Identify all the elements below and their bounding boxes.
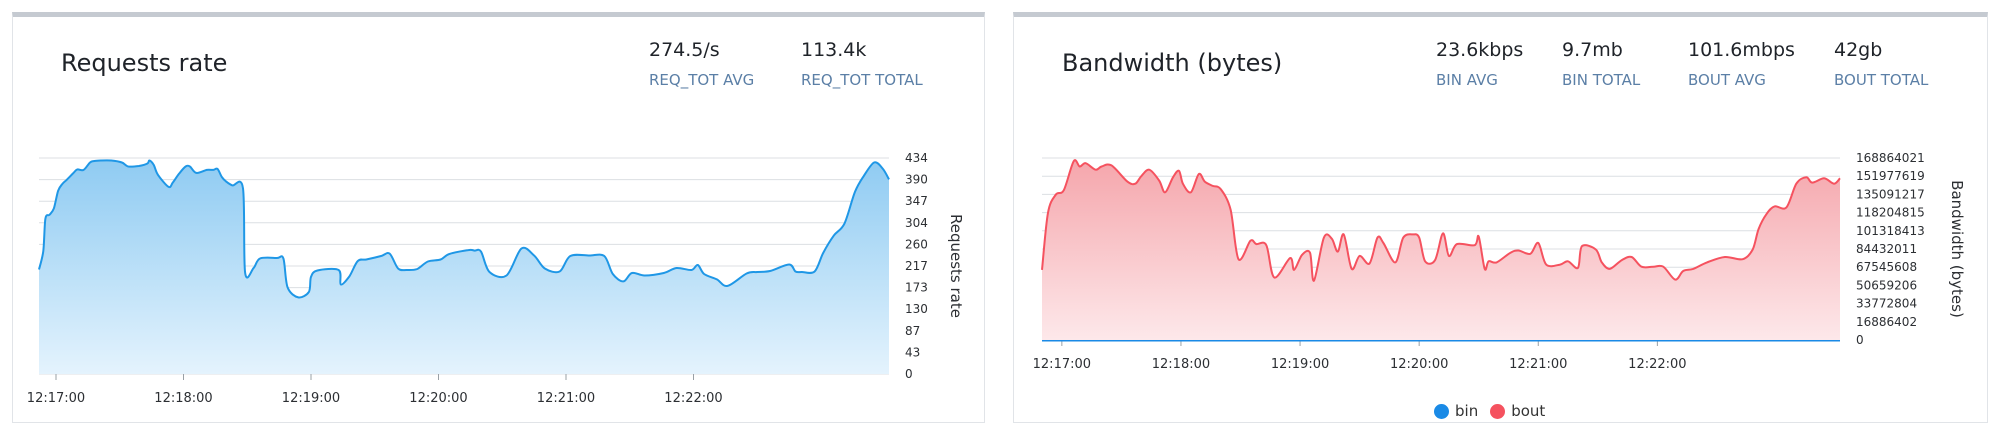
legend-label: bin: [1455, 402, 1479, 420]
x-tick-label: 12:17:00: [27, 391, 85, 406]
x-tick-label: 12:21:00: [1509, 357, 1567, 372]
bandwidth-panel: Bandwidth (bytes) 23.6kbps BIN AVG 9.7mb…: [1013, 12, 1988, 423]
stat-label: BIN TOTAL: [1562, 71, 1641, 89]
x-tick-label: 12:17:00: [1033, 357, 1091, 372]
x-tick-label: 12:21:00: [537, 391, 595, 406]
y-tick-label: 151977619: [1856, 169, 1925, 183]
bandwidth-chart: 168864021 151977619 135091217 118204815 1013…: [1033, 151, 1966, 372]
y-tick-label: 168864021: [1856, 151, 1925, 165]
y-tick-label: 87: [905, 324, 920, 338]
x-tick-label: 12:20:00: [409, 391, 467, 406]
x-tick-label: 12:19:00: [1271, 357, 1329, 372]
stat-value: 101.6mbps: [1688, 39, 1795, 61]
y-tick-label: 260: [905, 237, 928, 251]
x-tick-label: 12:18:00: [154, 391, 212, 406]
y-tick-label: 43: [905, 345, 920, 359]
y-tick-label: 118204815: [1856, 206, 1925, 220]
y-tick-label: 173: [905, 281, 928, 295]
stat-label: REQ_TOT AVG: [649, 71, 755, 89]
stat-label: BIN AVG: [1436, 71, 1498, 89]
y-axis-title: Requests rate: [947, 214, 965, 318]
y-tick-label: 0: [1856, 333, 1864, 347]
y-tick-label: 84432011: [1856, 242, 1917, 256]
y-tick-label: 390: [905, 173, 928, 187]
y-tick-label: 67545608: [1856, 260, 1917, 274]
y-tick-label: 304: [905, 216, 928, 230]
stat-bout-total: 42gb BOUT TOTAL: [1834, 39, 1928, 89]
y-tick-label: 347: [905, 194, 928, 208]
series-area-bout: [1042, 160, 1840, 340]
legend-swatch: [1490, 403, 1506, 419]
stat-label: REQ_TOT TOTAL: [801, 71, 923, 89]
stat-req-tot-avg: 274.5/s REQ_TOT AVG: [649, 39, 754, 89]
stat-bout-avg: 101.6mbps BOUT AVG: [1688, 39, 1795, 89]
stat-label: BOUT AVG: [1688, 71, 1766, 89]
y-tick-label: 434: [905, 151, 928, 165]
x-tick-label: 12:18:00: [1152, 357, 1210, 372]
y-tick-label: 33772804: [1856, 297, 1917, 311]
legend-swatch: [1434, 403, 1449, 419]
y-tick-label: 101318413: [1856, 224, 1925, 238]
stat-bin-total: 9.7mb BIN TOTAL: [1562, 39, 1640, 89]
series-area-main: [39, 160, 889, 374]
x-tick-label: 12:20:00: [1390, 357, 1448, 372]
legend-item-bout[interactable]: bout: [1490, 402, 1545, 420]
requests-rate-panel: Requests rate 274.5/s REQ_TOT AVG 113.4k…: [12, 12, 985, 423]
stat-bin-avg: 23.6kbps BIN AVG: [1436, 39, 1523, 89]
panel-title: Requests rate: [61, 49, 228, 77]
legend-item-bin[interactable]: bin: [1434, 402, 1478, 420]
stat-req-tot-total: 113.4k REQ_TOT TOTAL: [801, 39, 923, 89]
series-line-bout: [1041, 159, 1841, 282]
y-tick-label: 135091217: [1856, 187, 1925, 201]
panel-title: Bandwidth (bytes): [1062, 49, 1283, 77]
stat-value: 23.6kbps: [1436, 39, 1524, 61]
requests-rate-chart: 434 390 347 304 260 217 173 130 87 43 0 12:17:00 12:…: [27, 151, 965, 406]
stat-value: 9.7mb: [1562, 39, 1623, 61]
y-axis-title: Bandwidth (bytes): [1948, 180, 1966, 318]
legend-label: bout: [1511, 402, 1546, 420]
y-tick-label: 50659206: [1856, 278, 1917, 292]
stat-label: BOUT TOTAL: [1834, 71, 1929, 89]
chart-legend: bin bout: [1434, 402, 1545, 420]
stat-value: 42gb: [1834, 39, 1883, 61]
stat-value: 274.5/s: [649, 39, 720, 61]
y-tick-label: 16886402: [1856, 315, 1917, 329]
x-tick-label: 12:19:00: [282, 391, 340, 406]
series-line-main: [38, 159, 890, 299]
x-tick-label: 12:22:00: [664, 391, 722, 406]
x-tick-label: 12:22:00: [1628, 357, 1686, 372]
y-tick-label: 130: [905, 302, 928, 316]
y-tick-label: 217: [905, 259, 928, 273]
stat-value: 113.4k: [801, 39, 867, 61]
y-tick-label: 0: [905, 367, 913, 381]
